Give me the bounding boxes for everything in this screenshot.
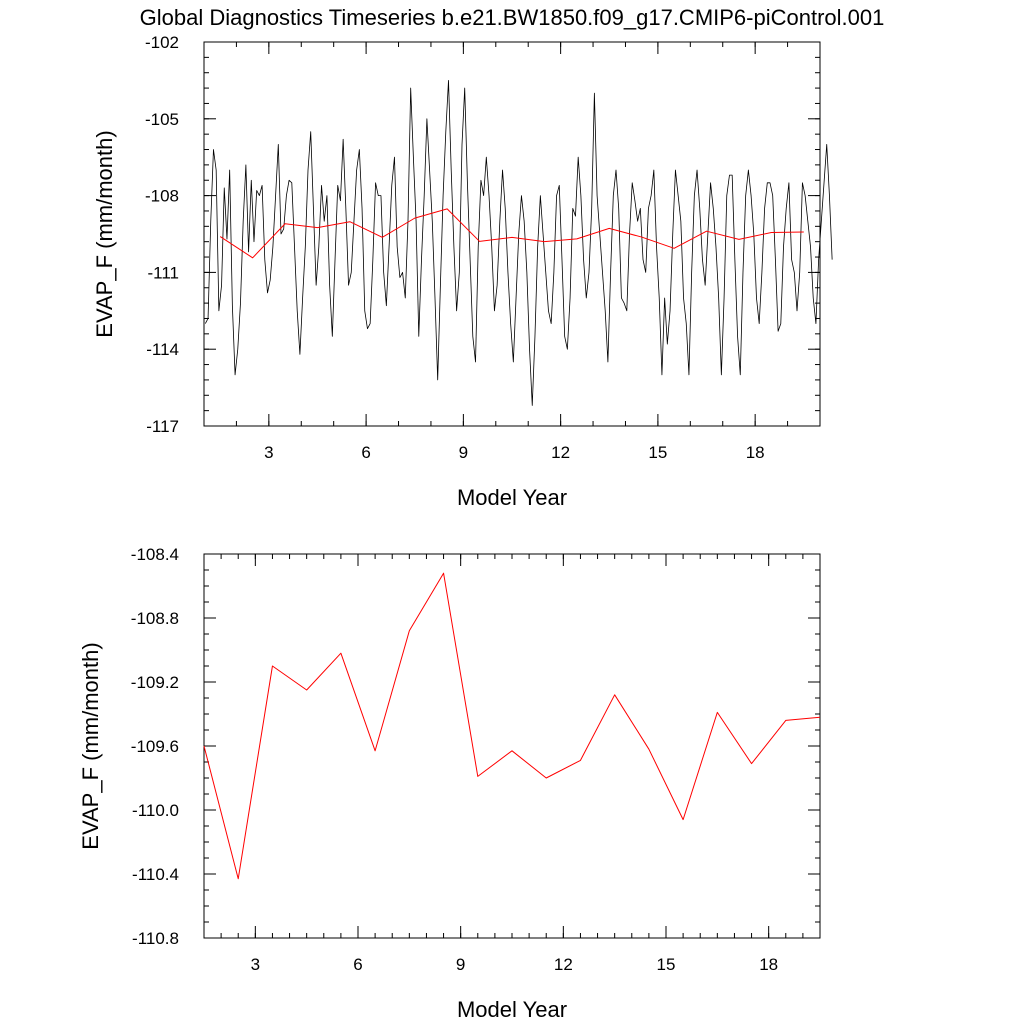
panel-top-evap-timeseries: 3 6 9 12 15 18 -117 -114 -111 -108 -105 -102 Model… (92, 33, 833, 510)
x-tick-label: 12 (551, 443, 570, 462)
y-tick-label: -109.2 (131, 673, 179, 692)
x-tick-label: 6 (353, 955, 362, 974)
panel-bottom-annual-mean: 3 6 9 12 15 18 -110.8 -110.4 -110.0 -109.6 -109.2… (78, 545, 821, 1022)
y-tick-label: -114 (146, 340, 179, 359)
x-tick-labels-top: 3 6 9 12 15 18 (264, 443, 765, 462)
series-bottom (203, 572, 821, 880)
y-axis-label-top: EVAP_F (mm/month) (92, 130, 117, 337)
y-tick-label: -108.4 (131, 545, 179, 564)
x-tick-label: 12 (554, 955, 573, 974)
plot-frame-top (203, 41, 821, 427)
x-tick-label: 9 (459, 443, 468, 462)
y-tick-label: -110.8 (132, 929, 179, 948)
axis-ticks-bottom (203, 553, 821, 939)
x-tick-label: 3 (264, 443, 273, 462)
plot-frame-bottom (203, 553, 821, 939)
y-tick-labels-top: -117 -114 -111 -108 -105 -102 (145, 33, 179, 436)
y-tick-label: -110.0 (132, 801, 179, 820)
x-tick-label: 3 (251, 955, 260, 974)
y-axis-label-bottom: EVAP_F (mm/month) (78, 642, 103, 849)
chart-title: Global Diagnostics Timeseries b.e21.BW18… (140, 5, 885, 30)
y-tick-label: -102 (145, 33, 179, 52)
y-tick-label: -108 (145, 187, 179, 206)
y-tick-label: -109.6 (131, 737, 179, 756)
x-tick-label: 18 (746, 443, 765, 462)
y-tick-label: -108.8 (131, 609, 179, 628)
axis-ticks-top (203, 41, 821, 427)
x-tick-labels-bottom: 3 6 9 12 15 18 (251, 955, 779, 974)
x-tick-label: 18 (759, 955, 778, 974)
y-tick-label: -105 (145, 110, 179, 129)
annual-mean-line (219, 208, 804, 259)
y-tick-label: -111 (147, 263, 179, 282)
x-tick-label: 9 (456, 955, 465, 974)
annual-mean-line (203, 572, 821, 880)
y-tick-labels-bottom: -110.8 -110.4 -110.0 -109.6 -109.2 -108.8 -108… (131, 545, 179, 948)
x-tick-label: 6 (361, 443, 370, 462)
y-tick-label: -110.4 (132, 865, 179, 884)
x-tick-label: 15 (657, 955, 676, 974)
x-axis-label-top: Model Year (457, 485, 567, 510)
y-tick-label: -117 (146, 417, 179, 436)
x-tick-label: 15 (648, 443, 667, 462)
monthly-line (204, 80, 833, 406)
series-top (204, 80, 833, 406)
x-axis-label-bottom: Model Year (457, 997, 567, 1022)
